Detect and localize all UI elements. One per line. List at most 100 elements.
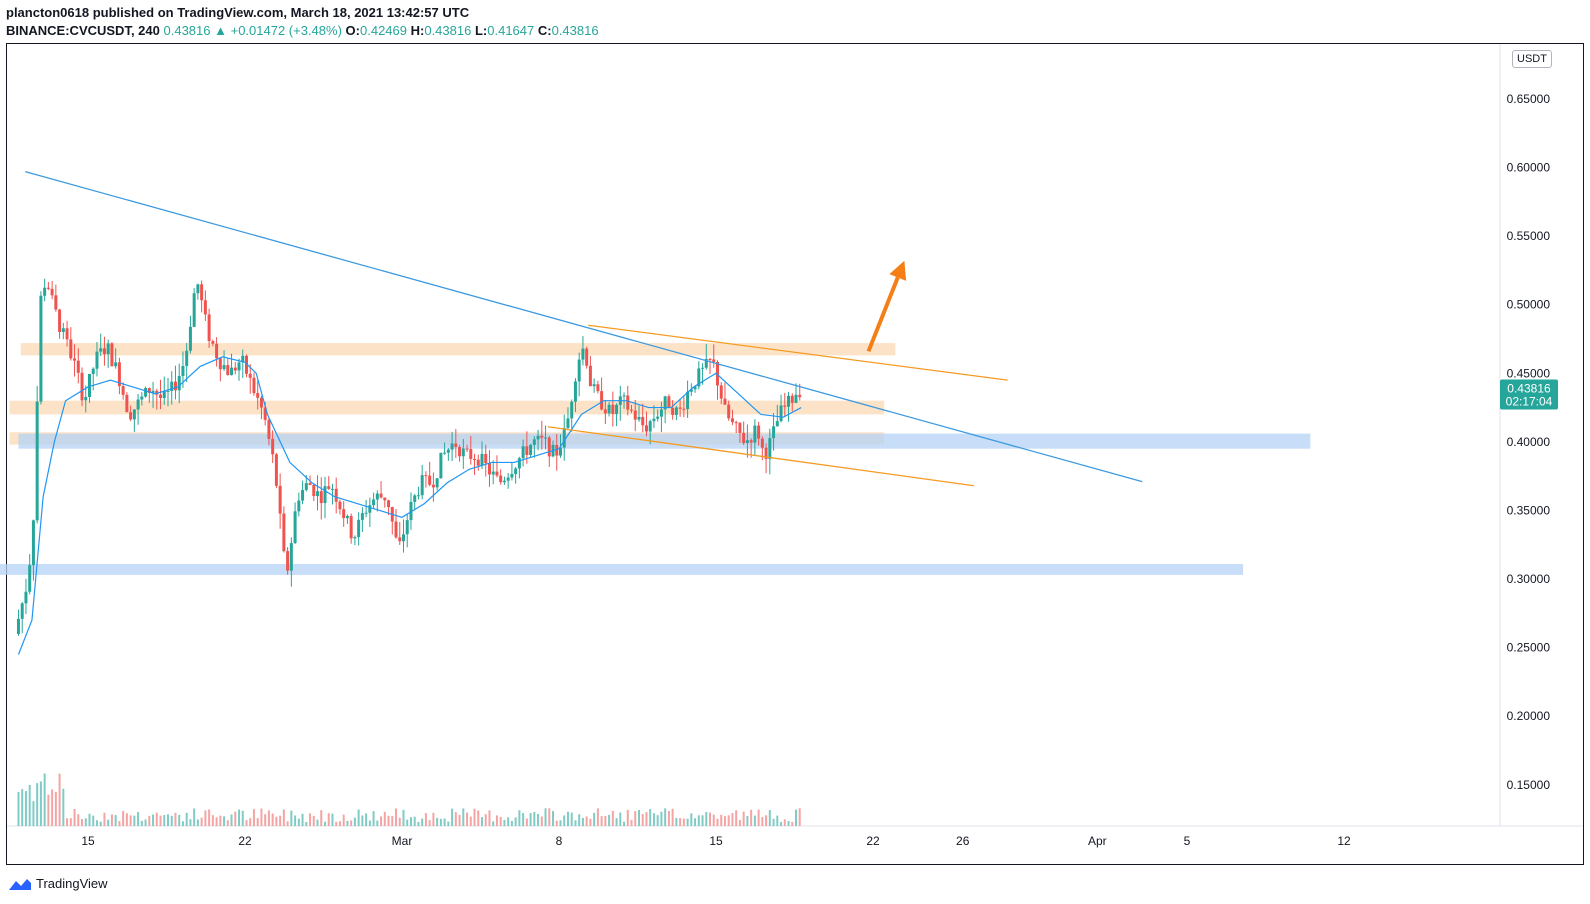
candle-body (342, 509, 346, 519)
volume-bar (780, 821, 783, 826)
volume-bar (480, 817, 483, 826)
candle-body (603, 409, 607, 414)
volume-bar (637, 810, 640, 826)
time-tick-label: 12 (1337, 834, 1351, 848)
candle-body (99, 348, 103, 352)
volume-bar (271, 813, 274, 826)
volume-bar (645, 812, 648, 826)
volume-bar (290, 810, 293, 826)
volume-bar (738, 820, 741, 826)
candle-body (558, 447, 562, 456)
candle-body (159, 394, 163, 398)
volume-bar (323, 821, 326, 826)
time-axis[interactable]: 15 22 Mar 8 15 22 26 Apr 5 12 (81, 834, 1351, 848)
volume-bar (791, 821, 794, 826)
volume-bar (196, 819, 199, 826)
volume-bar (723, 816, 726, 826)
candle-body (757, 425, 761, 439)
volume-bar (208, 809, 211, 826)
candle-body (592, 384, 596, 387)
volume-bar (492, 821, 495, 826)
volume-bar (671, 808, 674, 826)
candle-body (368, 505, 372, 513)
candle-body (431, 484, 435, 488)
time-tick-label: 15 (81, 834, 95, 848)
candle-body (738, 422, 742, 433)
candle-body (499, 475, 503, 483)
price-axis[interactable]: 0.65000 0.60000 0.55000 0.50000 0.45000 0.400… (1507, 92, 1551, 792)
candle-body (753, 425, 757, 443)
candle-body (129, 412, 133, 420)
bullish-arrow-head (889, 260, 907, 281)
candle-body (742, 432, 746, 444)
candle-body (61, 328, 65, 332)
candle-body (31, 520, 35, 566)
candle-body (241, 355, 245, 363)
volume-bar (626, 809, 629, 826)
high-value: 0.43816 (424, 23, 472, 38)
candle-body (69, 339, 73, 359)
volume-bar (81, 818, 84, 826)
candle-body (409, 501, 413, 521)
candle-body (91, 368, 95, 374)
candle-body (555, 444, 559, 456)
volume-bar (256, 818, 259, 826)
candle-body (502, 480, 506, 483)
volume-bar (92, 815, 95, 826)
zones-layer (0, 343, 1311, 575)
candle-body (132, 409, 136, 420)
volume-bar (552, 810, 555, 826)
volume-bar (327, 813, 330, 826)
candle-body (480, 454, 484, 466)
close-label: C: (537, 23, 552, 38)
volume-bar (746, 815, 749, 826)
candle-body (708, 358, 712, 360)
volume-bar (682, 818, 685, 826)
candle-body (394, 521, 398, 538)
candle-body (349, 515, 353, 539)
orange-zone-0 (20, 343, 896, 356)
volume-bar (548, 808, 551, 826)
volume-bar (716, 818, 719, 826)
volume-bar (787, 821, 790, 826)
volume-bar (510, 821, 513, 826)
candle-body (532, 439, 536, 445)
candle-body (110, 343, 114, 367)
volume-bar (95, 820, 98, 826)
volume-bar (641, 814, 644, 826)
candle-body (525, 446, 529, 455)
currency-unit-button[interactable]: USDT (1512, 50, 1552, 68)
footer-brand: TradingView (8, 876, 108, 891)
candle-body (327, 486, 331, 489)
volume-bar (495, 815, 498, 826)
volume-bar (454, 812, 457, 826)
volume-bar (522, 813, 525, 826)
ohlc-line: BINANCE:CVCUSDT, 240 0.43816 ▲ +0.01472 … (6, 22, 599, 40)
candle-body (577, 359, 581, 382)
volume-bar (395, 808, 398, 826)
candle-body (581, 348, 585, 360)
candle-body (547, 437, 551, 457)
candle-body (798, 394, 802, 398)
volume-bar (249, 818, 252, 826)
candle-body (248, 373, 252, 378)
volume-bar (462, 808, 465, 826)
volume-bar (443, 818, 446, 826)
volume-bar (43, 773, 46, 826)
volume-bar (750, 809, 753, 826)
candle-body (76, 360, 80, 373)
volume-bar (99, 821, 102, 826)
symbol-label: BINANCE:CVCUSDT, 240 (6, 23, 160, 38)
candle-body (151, 390, 155, 393)
candle-body (80, 372, 84, 401)
candle-body (282, 513, 286, 552)
brand-name: TradingView (36, 876, 108, 891)
candle-body (420, 475, 424, 496)
candle-body (473, 458, 477, 460)
candle-body (24, 591, 28, 604)
volume-bar (275, 816, 278, 826)
volume-bar (619, 812, 622, 826)
candle-body (173, 381, 177, 391)
